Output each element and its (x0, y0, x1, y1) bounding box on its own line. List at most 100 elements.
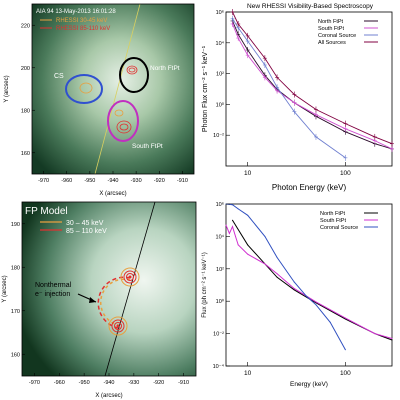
data-point (264, 76, 266, 78)
x-tick-label: -940 (103, 380, 114, 386)
data-point (276, 86, 278, 88)
y-tick-label: 10² (216, 72, 224, 78)
data-point (225, 224, 227, 226)
data-point (237, 244, 239, 246)
aia-x-ticks: -970 -960 -950 -940 -930 -920 -910 (38, 171, 188, 184)
data-point (264, 235, 266, 237)
annotation-injection: e⁻ injection (35, 291, 70, 298)
spectrum-title: New RHESSI Visibility-Based Spectroscopy (247, 3, 374, 10)
y-tick-label: 10⁶ (216, 9, 224, 16)
annotation-nonthermal: Nonthermal (35, 282, 72, 289)
north-ftpt-ellipse (119, 57, 149, 93)
legend-label: Coronal Source (318, 33, 356, 39)
y-tick-label: 10⁶ (216, 201, 224, 208)
x-tick-label: -930 (128, 380, 139, 386)
panel-fp-model: Nonthermal e⁻ injection FP Model 30 – 45… (0, 200, 200, 400)
data-point (374, 140, 376, 142)
data-point (315, 301, 317, 303)
panel-model-spectrum: North FtPt South FtPt Coronal Source 10 100… (200, 200, 400, 400)
y-tick-label: 10⁰ (216, 101, 225, 108)
spectrum-xlabel: Photon Energy (keV) (272, 183, 347, 192)
y-tick-label: 160 (21, 151, 30, 157)
annotation-north-ftpt: North FtPt (150, 65, 180, 72)
data-point (391, 143, 393, 145)
data-point (232, 219, 234, 221)
x-tick-label: -950 (84, 178, 95, 184)
data-point (264, 64, 266, 66)
data-point (237, 208, 239, 210)
y-tick-label: 10⁻² (213, 332, 224, 338)
model-limb-line (104, 201, 156, 377)
y-tick-label: 10⁴ (216, 40, 225, 47)
spectrum-y-ticks: 10⁻² 10⁰ 10² 10⁴ 10⁶ (213, 9, 230, 139)
south-ftpt-ellipse (107, 100, 139, 142)
y-tick-label: 180 (21, 108, 30, 114)
model-spectrum-ylabel: Flux (ph cm⁻² s⁻¹ keV⁻¹) (202, 252, 208, 318)
data-point (391, 339, 393, 341)
aia-ylabel: Y (arcsec) (4, 75, 10, 102)
aia-y-ticks: 160 180 200 220 (21, 23, 35, 157)
aia-image-background (32, 4, 194, 174)
data-point (344, 349, 346, 351)
data-point (306, 295, 308, 297)
data-point (276, 273, 278, 275)
injection-arrow-head (89, 297, 96, 303)
y-tick-label: 220 (21, 23, 30, 29)
x-tick-label: -940 (107, 178, 118, 184)
data-point (293, 281, 295, 283)
aia-xlabel: X (arcsec) (99, 191, 126, 197)
model-spectrum-y-ticks: 10⁻⁴ 10⁻² 10⁰ 10² 10⁴ 10⁶ (213, 201, 230, 370)
data-point (391, 337, 393, 339)
panel-aia-image: AIA 94 13-May-2013 16:01:28 RHESSI 30-45… (0, 0, 200, 200)
model-spectrum-x-ticks: 10 100 (244, 362, 351, 377)
data-point (232, 226, 234, 228)
data-point (276, 276, 278, 278)
legend-label: South FtPt (318, 26, 344, 32)
annotation-cs: CS (54, 73, 64, 80)
legend-label: Coronal Source (320, 225, 358, 231)
data-point (344, 317, 346, 319)
data-point (237, 27, 239, 29)
limb-line (94, 3, 141, 175)
data-point (293, 102, 295, 104)
legend-label: North FtPt (318, 19, 344, 25)
x-tick-label: -970 (38, 178, 49, 184)
data-point (344, 123, 346, 125)
cs-contour (79, 82, 93, 94)
data-point (276, 90, 278, 92)
y-tick-label: 10⁻² (213, 133, 224, 139)
data-point (374, 333, 376, 335)
x-tick-label: -950 (79, 380, 90, 386)
data-point (344, 157, 346, 159)
model-legend-30-45: 30 – 45 keV (66, 220, 104, 227)
x-tick-label: -960 (61, 178, 72, 184)
aia-legend-30-45: RHESSI 30-45 keV (56, 18, 107, 24)
data-point (264, 57, 266, 59)
x-tick-label: -960 (54, 380, 65, 386)
y-tick-label: 160 (11, 352, 20, 358)
data-point (293, 111, 295, 113)
model-ylabel: Y (arcsec) (2, 275, 8, 302)
data-point (315, 304, 317, 306)
y-tick-label: 180 (11, 265, 20, 271)
series-line (232, 23, 393, 150)
data-point (276, 256, 278, 258)
x-tick-label: -930 (131, 178, 142, 184)
data-point (247, 40, 249, 42)
data-point (247, 244, 249, 246)
model-south-footpoint (108, 316, 128, 336)
y-tick-label: 190 (11, 222, 20, 228)
model-spectrum-frame (225, 203, 393, 367)
legend-label: North FtPt (320, 211, 346, 217)
x-tick-label: 100 (340, 170, 351, 177)
x-tick-label: -920 (154, 178, 165, 184)
x-tick-label: -920 (153, 380, 164, 386)
cs-ellipse (65, 74, 103, 104)
y-tick-label: 10² (216, 267, 224, 273)
x-tick-label: -970 (29, 380, 40, 386)
data-point (237, 23, 239, 25)
aia-legend-85-110: RHESSI 85-110 keV (56, 26, 110, 32)
annotation-south-ftpt: South FtPt (132, 143, 163, 150)
model-title: FP Model (25, 206, 68, 217)
